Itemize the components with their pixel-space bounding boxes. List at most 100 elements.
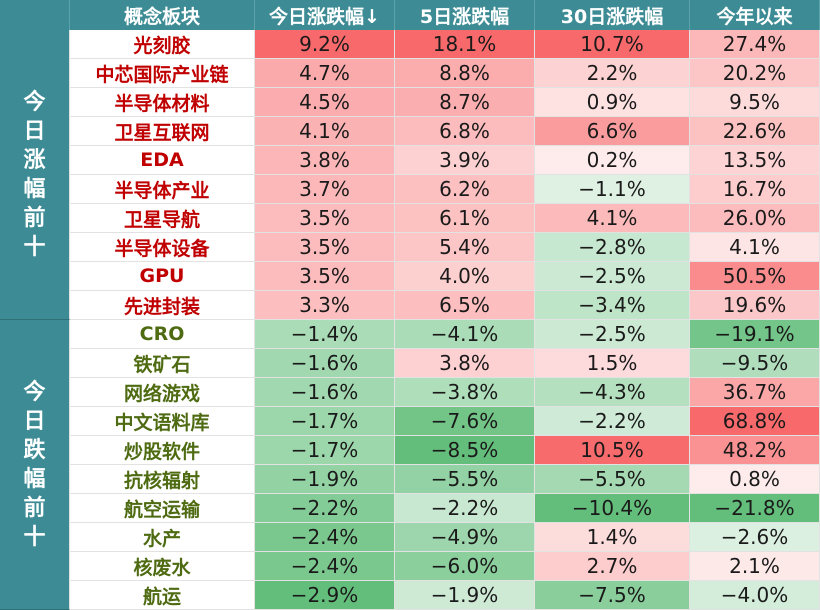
value-cell: 26.0%	[690, 204, 820, 233]
value-cell: −3.4%	[535, 291, 690, 320]
group-label-top-gainers: 今日涨幅前十	[0, 30, 70, 320]
value-cell: −1.6%	[255, 378, 395, 407]
value-cell: 10.7%	[535, 30, 690, 59]
column-header-1: 概念板块	[70, 0, 255, 30]
value-cell: −5.5%	[535, 465, 690, 494]
value-cell: 1.5%	[535, 349, 690, 378]
value-cell: −19.1%	[690, 320, 820, 349]
value-cell: 0.2%	[535, 146, 690, 175]
value-cell: 6.8%	[395, 117, 535, 146]
sector-name: 水产	[70, 523, 255, 552]
value-cell: −2.2%	[255, 494, 395, 523]
value-cell: 18.1%	[395, 30, 535, 59]
value-cell: −2.4%	[255, 552, 395, 581]
value-cell: −4.9%	[395, 523, 535, 552]
value-cell: 4.7%	[255, 59, 395, 88]
value-cell: 6.5%	[395, 291, 535, 320]
value-cell: −1.7%	[255, 407, 395, 436]
value-cell: 3.5%	[255, 204, 395, 233]
value-cell: −1.1%	[535, 175, 690, 204]
value-cell: 9.2%	[255, 30, 395, 59]
sector-name: 中文语料库	[70, 407, 255, 436]
value-cell: 3.3%	[255, 291, 395, 320]
value-cell: 19.6%	[690, 291, 820, 320]
value-cell: −1.7%	[255, 436, 395, 465]
value-cell: 9.5%	[690, 88, 820, 117]
value-cell: −2.2%	[535, 407, 690, 436]
sector-name: 中芯国际产业链	[70, 59, 255, 88]
value-cell: −2.5%	[535, 262, 690, 291]
value-cell: 48.2%	[690, 436, 820, 465]
value-cell: 6.1%	[395, 204, 535, 233]
value-cell: −10.4%	[535, 494, 690, 523]
sector-name: GPU	[70, 262, 255, 291]
value-cell: −1.4%	[255, 320, 395, 349]
group-label-top-losers: 今日跌幅前十	[0, 320, 70, 610]
column-header-2: 今日涨跌幅↓	[255, 0, 395, 30]
value-cell: −3.8%	[395, 378, 535, 407]
value-cell: 8.8%	[395, 59, 535, 88]
sector-name: 航运	[70, 581, 255, 610]
value-cell: −4.1%	[395, 320, 535, 349]
sector-name: 半导体材料	[70, 88, 255, 117]
value-cell: 0.9%	[535, 88, 690, 117]
value-cell: −2.2%	[395, 494, 535, 523]
value-cell: 0.8%	[690, 465, 820, 494]
sector-name: CRO	[70, 320, 255, 349]
value-cell: −7.6%	[395, 407, 535, 436]
value-cell: 3.9%	[395, 146, 535, 175]
sector-name: EDA	[70, 146, 255, 175]
column-header-4: 30日涨跌幅	[535, 0, 690, 30]
value-cell: −7.5%	[535, 581, 690, 610]
sector-name: 航空运输	[70, 494, 255, 523]
sector-name: 卫星导航	[70, 204, 255, 233]
value-cell: −2.8%	[535, 233, 690, 262]
value-cell: 3.8%	[395, 349, 535, 378]
value-cell: −9.5%	[690, 349, 820, 378]
value-cell: −4.3%	[535, 378, 690, 407]
sector-name: 半导体设备	[70, 233, 255, 262]
sector-name: 炒股软件	[70, 436, 255, 465]
header-corner	[0, 0, 70, 30]
value-cell: 4.1%	[535, 204, 690, 233]
value-cell: 5.4%	[395, 233, 535, 262]
value-cell: 68.8%	[690, 407, 820, 436]
column-header-3: 5日涨跌幅	[395, 0, 535, 30]
value-cell: 3.5%	[255, 233, 395, 262]
sector-name: 核废水	[70, 552, 255, 581]
sector-name: 先进封装	[70, 291, 255, 320]
value-cell: −2.9%	[255, 581, 395, 610]
value-cell: −1.9%	[395, 581, 535, 610]
sector-name: 抗核辐射	[70, 465, 255, 494]
value-cell: 20.2%	[690, 59, 820, 88]
value-cell: −4.0%	[690, 581, 820, 610]
value-cell: −1.9%	[255, 465, 395, 494]
sector-name: 光刻胶	[70, 30, 255, 59]
value-cell: 6.2%	[395, 175, 535, 204]
value-cell: 1.4%	[535, 523, 690, 552]
value-cell: 10.5%	[535, 436, 690, 465]
value-cell: −21.8%	[690, 494, 820, 523]
sector-name: 铁矿石	[70, 349, 255, 378]
value-cell: 2.7%	[535, 552, 690, 581]
value-cell: 36.7%	[690, 378, 820, 407]
value-cell: 8.7%	[395, 88, 535, 117]
value-cell: 4.5%	[255, 88, 395, 117]
value-cell: 4.0%	[395, 262, 535, 291]
value-cell: 2.1%	[690, 552, 820, 581]
sector-name: 半导体产业	[70, 175, 255, 204]
value-cell: 3.8%	[255, 146, 395, 175]
value-cell: −1.6%	[255, 349, 395, 378]
value-cell: 4.1%	[255, 117, 395, 146]
value-cell: −6.0%	[395, 552, 535, 581]
sector-name: 网络游戏	[70, 378, 255, 407]
value-cell: −5.5%	[395, 465, 535, 494]
value-cell: 16.7%	[690, 175, 820, 204]
value-cell: −2.6%	[690, 523, 820, 552]
value-cell: 27.4%	[690, 30, 820, 59]
value-cell: 22.6%	[690, 117, 820, 146]
value-cell: 13.5%	[690, 146, 820, 175]
value-cell: 3.5%	[255, 262, 395, 291]
value-cell: 2.2%	[535, 59, 690, 88]
